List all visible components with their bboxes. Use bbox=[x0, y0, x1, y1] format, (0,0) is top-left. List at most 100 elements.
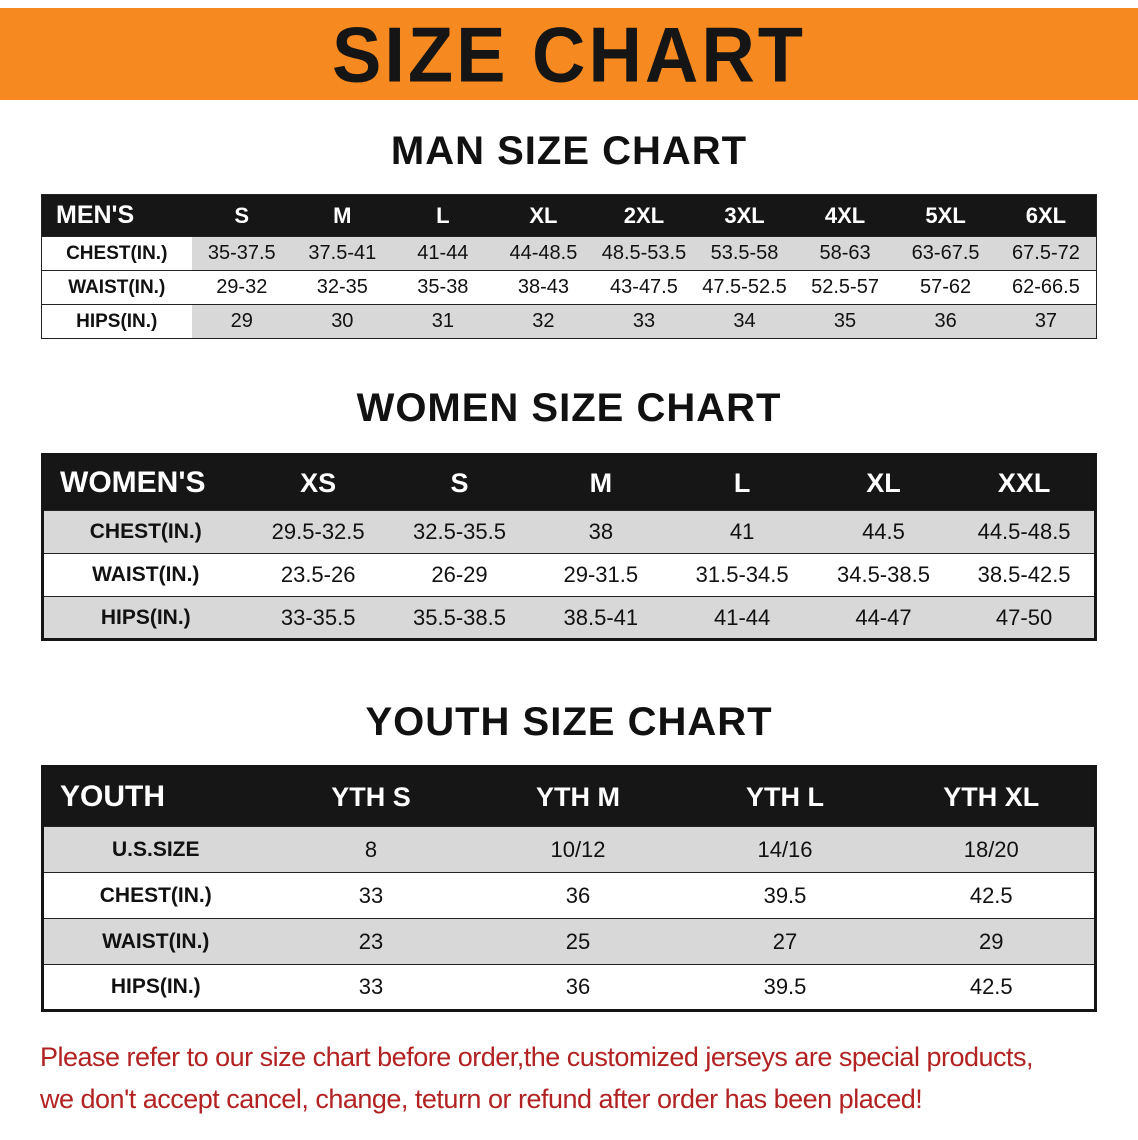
size-column-header: 4XL bbox=[794, 194, 896, 237]
men-size-chart-section: MAN SIZE CHART MEN'S S M L XL 2XL 3XL 4X… bbox=[0, 128, 1138, 339]
size-value-cell: 42.5 bbox=[888, 964, 1096, 1011]
size-column-header: XS bbox=[247, 454, 389, 511]
men-chart-heading: MAN SIZE CHART bbox=[390, 129, 748, 173]
men-hips-row: HIPS(IN.) 29 30 31 32 33 34 35 36 37 bbox=[41, 304, 1097, 339]
size-value-cell: 35.5-38.5 bbox=[388, 596, 531, 640]
size-value-cell: 25 bbox=[474, 918, 682, 965]
size-column-header: M bbox=[530, 454, 672, 511]
size-value-cell: 36 bbox=[895, 304, 996, 339]
size-value-cell: 29 bbox=[888, 918, 1096, 965]
size-value-cell: 44.5 bbox=[812, 510, 955, 554]
size-value-cell: 33 bbox=[267, 964, 475, 1011]
youth-table-title-cell: YOUTH bbox=[42, 766, 268, 827]
size-value-cell: 27 bbox=[681, 918, 889, 965]
size-value-cell: 36 bbox=[474, 872, 682, 919]
men-waist-row: WAIST(IN.) 29-32 32-35 35-38 38-43 43-47… bbox=[41, 270, 1097, 305]
size-column-header: XL bbox=[493, 194, 594, 237]
size-column-header: XXL bbox=[954, 454, 1096, 511]
youth-table-header-row: YOUTH YTH S YTH M YTH L YTH XL bbox=[42, 766, 1096, 827]
banner-title: SIZE CHART bbox=[332, 10, 806, 98]
size-column-header: L bbox=[671, 454, 813, 511]
size-column-header: XL bbox=[812, 454, 955, 511]
size-value-cell: 29.5-32.5 bbox=[247, 510, 389, 554]
size-column-header: 6XL bbox=[995, 194, 1097, 237]
size-value-cell: 33 bbox=[593, 304, 695, 339]
size-value-cell: 57-62 bbox=[895, 270, 996, 305]
women-chest-row: CHEST(IN.) 29.5-32.5 32.5-35.5 38 41 44.… bbox=[42, 510, 1096, 554]
size-value-cell: 31 bbox=[392, 304, 494, 339]
size-value-cell: 39.5 bbox=[681, 964, 889, 1011]
size-value-cell: 43-47.5 bbox=[593, 270, 695, 305]
size-value-cell: 35-38 bbox=[392, 270, 494, 305]
row-label: WAIST(IN.) bbox=[41, 270, 192, 305]
size-value-cell: 29-31.5 bbox=[530, 553, 672, 597]
men-size-table: MEN'S S M L XL 2XL 3XL 4XL 5XL 6XL CHEST… bbox=[41, 194, 1097, 339]
women-table-title-cell: WOMEN'S bbox=[42, 454, 248, 511]
women-table-header-row: WOMEN'S XS S M L XL XXL bbox=[42, 454, 1096, 511]
size-value-cell: 52.5-57 bbox=[794, 270, 896, 305]
size-value-cell: 8 bbox=[267, 826, 475, 873]
size-value-cell: 47.5-52.5 bbox=[694, 270, 795, 305]
women-size-chart-section: WOMEN SIZE CHART WOMEN'S XS S M L XL XXL… bbox=[0, 385, 1138, 641]
youth-chest-row: CHEST(IN.) 33 36 39.5 42.5 bbox=[42, 872, 1096, 919]
size-value-cell: 38.5-41 bbox=[530, 596, 672, 640]
youth-hips-row: HIPS(IN.) 33 36 39.5 42.5 bbox=[42, 964, 1096, 1011]
size-value-cell: 38-43 bbox=[493, 270, 594, 305]
size-value-cell: 32.5-35.5 bbox=[388, 510, 531, 554]
size-column-header: S bbox=[388, 454, 531, 511]
size-column-header: 3XL bbox=[694, 194, 795, 237]
men-chest-row: CHEST(IN.) 35-37.5 37.5-41 41-44 44-48.5… bbox=[41, 236, 1097, 271]
youth-size-chart-section: YOUTH SIZE CHART YOUTH YTH S YTH M YTH L… bbox=[0, 699, 1138, 1012]
size-value-cell: 34.5-38.5 bbox=[812, 553, 955, 597]
row-label: CHEST(IN.) bbox=[42, 510, 248, 554]
size-value-cell: 53.5-58 bbox=[694, 236, 795, 271]
size-value-cell: 23 bbox=[267, 918, 475, 965]
size-value-cell: 10/12 bbox=[474, 826, 682, 873]
size-column-header: M bbox=[292, 194, 393, 237]
disclaimer-line-2: we don't accept cancel, change, teturn o… bbox=[40, 1084, 923, 1114]
size-value-cell: 35 bbox=[794, 304, 896, 339]
row-label: CHEST(IN.) bbox=[42, 872, 268, 919]
size-value-cell: 29 bbox=[191, 304, 293, 339]
size-value-cell: 39.5 bbox=[681, 872, 889, 919]
size-value-cell: 37.5-41 bbox=[292, 236, 393, 271]
size-value-cell: 23.5-26 bbox=[247, 553, 389, 597]
size-column-header: YTH S bbox=[267, 766, 475, 827]
size-value-cell: 31.5-34.5 bbox=[671, 553, 813, 597]
size-value-cell: 42.5 bbox=[888, 872, 1096, 919]
women-hips-row: HIPS(IN.) 33-35.5 35.5-38.5 38.5-41 41-4… bbox=[42, 596, 1096, 640]
size-chart-banner: SIZE CHART bbox=[0, 8, 1138, 100]
size-value-cell: 44-47 bbox=[812, 596, 955, 640]
row-label: U.S.SIZE bbox=[42, 826, 268, 873]
women-chart-heading: WOMEN SIZE CHART bbox=[356, 386, 782, 430]
youth-waist-row: WAIST(IN.) 23 25 27 29 bbox=[42, 918, 1096, 965]
size-value-cell: 62-66.5 bbox=[995, 270, 1097, 305]
row-label: CHEST(IN.) bbox=[41, 236, 192, 271]
youth-ussize-row: U.S.SIZE 8 10/12 14/16 18/20 bbox=[42, 826, 1096, 873]
size-value-cell: 63-67.5 bbox=[895, 236, 996, 271]
women-waist-row: WAIST(IN.) 23.5-26 26-29 29-31.5 31.5-34… bbox=[42, 553, 1096, 597]
size-value-cell: 67.5-72 bbox=[995, 236, 1097, 271]
size-value-cell: 34 bbox=[694, 304, 795, 339]
row-label: HIPS(IN.) bbox=[42, 596, 248, 640]
size-column-header: YTH L bbox=[681, 766, 889, 827]
size-value-cell: 32-35 bbox=[292, 270, 393, 305]
size-column-header: YTH M bbox=[474, 766, 682, 827]
size-column-header: 5XL bbox=[895, 194, 996, 237]
size-value-cell: 38.5-42.5 bbox=[954, 553, 1096, 597]
size-value-cell: 33 bbox=[267, 872, 475, 919]
youth-chart-heading: YOUTH SIZE CHART bbox=[365, 700, 773, 744]
size-value-cell: 14/16 bbox=[681, 826, 889, 873]
men-table-header-row: MEN'S S M L XL 2XL 3XL 4XL 5XL 6XL bbox=[41, 194, 1097, 237]
size-value-cell: 41-44 bbox=[392, 236, 494, 271]
size-value-cell: 32 bbox=[493, 304, 594, 339]
men-table-title-cell: MEN'S bbox=[41, 194, 192, 237]
size-column-header: 2XL bbox=[593, 194, 695, 237]
size-value-cell: 58-63 bbox=[794, 236, 896, 271]
size-value-cell: 47-50 bbox=[954, 596, 1096, 640]
size-value-cell: 37 bbox=[995, 304, 1097, 339]
size-value-cell: 48.5-53.5 bbox=[593, 236, 695, 271]
row-label: WAIST(IN.) bbox=[42, 918, 268, 965]
size-value-cell: 26-29 bbox=[388, 553, 531, 597]
size-value-cell: 18/20 bbox=[888, 826, 1096, 873]
